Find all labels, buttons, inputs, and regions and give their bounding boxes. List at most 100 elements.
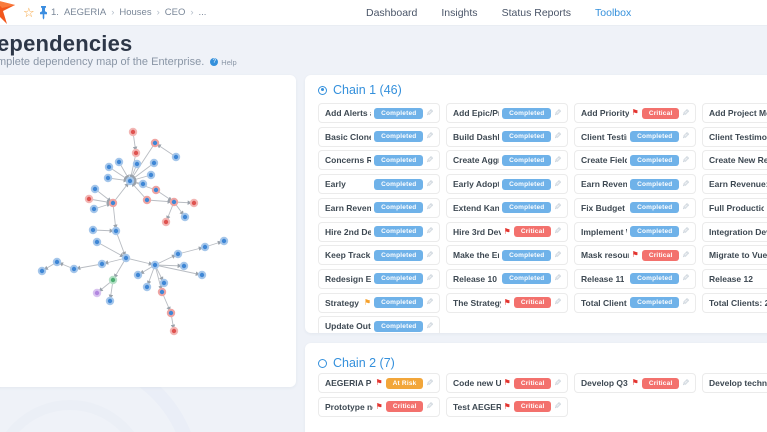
edit-pencil-icon[interactable]: ✎ xyxy=(426,297,434,308)
graph-node-green[interactable] xyxy=(108,275,118,285)
task-card[interactable]: Update Outco...Completed✎ xyxy=(318,316,440,333)
edit-pencil-icon[interactable]: ✎ xyxy=(426,377,434,388)
nav-dashboard[interactable]: Dashboard xyxy=(366,7,418,19)
graph-node-blue[interactable] xyxy=(97,259,107,269)
edit-pencil-icon[interactable]: ✎ xyxy=(682,297,690,308)
edit-pencil-icon[interactable]: ✎ xyxy=(426,202,434,213)
edit-pencil-icon[interactable]: ✎ xyxy=(554,273,562,284)
task-card[interactable]: Add Alerts and ...Completed✎ xyxy=(318,103,440,123)
task-card[interactable]: Concerns ReduxCompleted✎ xyxy=(318,150,440,171)
graph-node-blue[interactable] xyxy=(111,226,121,236)
task-card[interactable]: Basic Clone Fun...Completed✎ xyxy=(318,126,440,147)
edit-pencil-icon[interactable]: ✎ xyxy=(554,401,562,412)
task-card[interactable]: Total Clients: 2...Completed✎ xyxy=(574,292,696,313)
graph-node-blue[interactable] xyxy=(197,270,207,280)
task-card[interactable]: Create New Res... xyxy=(702,150,767,171)
graph-node-blue[interactable] xyxy=(121,253,131,263)
graph-node-blue[interactable] xyxy=(103,173,113,183)
edit-pencil-icon[interactable]: ✎ xyxy=(554,131,562,142)
task-card[interactable]: Create Aggrega...Completed✎ xyxy=(446,150,568,171)
graph-node-blue[interactable] xyxy=(133,270,143,280)
graph-node-blue[interactable] xyxy=(150,260,160,270)
help-link[interactable]: ? Help xyxy=(210,58,237,67)
graph-node-blue[interactable] xyxy=(180,212,190,222)
edit-pencil-icon[interactable]: ✎ xyxy=(554,202,562,213)
task-card[interactable]: Early Completed ✎ xyxy=(318,174,440,195)
task-card[interactable]: Test AEGERIA i...⚑Critical✎ xyxy=(446,396,568,417)
edit-pencil-icon[interactable]: ✎ xyxy=(554,249,562,260)
nav-insights[interactable]: Insights xyxy=(441,7,478,19)
task-card[interactable]: Add Priority to ...⚑Critical✎ xyxy=(574,103,696,123)
task-card[interactable]: Hire 3rd Devel...⚑Critical✎ xyxy=(446,221,568,242)
graph-node-blue[interactable] xyxy=(88,225,98,235)
task-card[interactable]: Earn Revenue: ...Completed✎ xyxy=(574,174,696,195)
graph-node-blue[interactable] xyxy=(69,264,79,274)
graph-node-red[interactable] xyxy=(169,326,179,336)
task-card[interactable]: Code new UI fo...⚑Critical✎ xyxy=(446,373,568,393)
graph-node-red[interactable] xyxy=(84,194,94,204)
edit-pencil-icon[interactable]: ✎ xyxy=(554,154,562,165)
edit-pencil-icon[interactable]: ✎ xyxy=(682,131,690,142)
graph-node-blue[interactable] xyxy=(179,261,189,271)
task-card[interactable]: Integration Dev... xyxy=(702,221,767,242)
edit-pencil-icon[interactable]: ✎ xyxy=(426,154,434,165)
app-logo-icon[interactable] xyxy=(0,0,19,26)
task-card[interactable]: Release 10 Completed ✎ xyxy=(446,268,568,289)
graph-node-red[interactable] xyxy=(128,127,138,137)
breadcrumb-item-ceo[interactable]: CEO xyxy=(164,7,186,18)
edit-pencil-icon[interactable]: ✎ xyxy=(426,320,434,331)
graph-node-critical[interactable] xyxy=(142,195,152,205)
chain-1-header[interactable]: Chain 1 (46) xyxy=(318,83,402,97)
edit-pencil-icon[interactable]: ✎ xyxy=(682,154,690,165)
pin-icon[interactable] xyxy=(38,5,49,20)
graph-node-blue[interactable] xyxy=(159,278,169,288)
graph-node-red[interactable] xyxy=(189,198,199,208)
task-card[interactable]: Total Clients: 2... xyxy=(702,292,767,313)
graph-node-blue[interactable] xyxy=(92,237,102,247)
edit-pencil-icon[interactable]: ✎ xyxy=(426,226,434,236)
task-card[interactable]: Fix Budget Wid...Completed✎ xyxy=(574,197,696,218)
edit-pencil-icon[interactable]: ✎ xyxy=(554,297,562,308)
breadcrumb-item-aegeria[interactable]: AEGERIA xyxy=(63,7,107,18)
edit-pencil-icon[interactable]: ✎ xyxy=(682,377,690,388)
task-card[interactable]: AEGERIA Platfo...⚑At Risk✎ xyxy=(318,373,440,393)
task-card[interactable]: Release 12 xyxy=(702,268,767,289)
edit-pencil-icon[interactable]: ✎ xyxy=(426,178,434,189)
task-card[interactable]: Hire 2nd Devel...Completed✎ xyxy=(318,221,440,242)
graph-node-red[interactable] xyxy=(161,217,171,227)
task-card[interactable]: Prototype new ...⚑Critical✎ xyxy=(318,396,440,417)
graph-node-blue[interactable] xyxy=(114,157,124,167)
chain-2-header[interactable]: Chain 2 (7) xyxy=(318,356,395,370)
graph-node-critical[interactable] xyxy=(108,198,118,208)
nav-status-reports[interactable]: Status Reports xyxy=(501,7,572,19)
task-card[interactable]: Earn Revenue: ... xyxy=(702,174,767,195)
edit-pencil-icon[interactable]: ✎ xyxy=(426,107,434,118)
task-card[interactable]: Early AdoptersCompleted✎ xyxy=(446,174,568,195)
edit-pencil-icon[interactable]: ✎ xyxy=(682,178,690,189)
edit-pencil-icon[interactable]: ✎ xyxy=(682,107,690,118)
graph-node-purple[interactable] xyxy=(92,288,102,298)
edit-pencil-icon[interactable]: ✎ xyxy=(682,273,690,284)
graph-node-blue[interactable] xyxy=(89,204,99,214)
graph-node-blue[interactable] xyxy=(146,170,156,180)
dependency-network-graph[interactable] xyxy=(0,75,296,387)
edit-pencil-icon[interactable]: ✎ xyxy=(554,107,562,118)
edit-pencil-icon[interactable]: ✎ xyxy=(682,202,690,213)
task-card[interactable]: Add Epic/Progr...Completed✎ xyxy=(446,103,568,123)
task-card[interactable]: The Strategy H...⚑Critical✎ xyxy=(446,292,568,313)
nav-toolbox[interactable]: Toolbox xyxy=(595,7,632,19)
breadcrumb-item-more[interactable]: ... xyxy=(198,7,207,18)
task-card[interactable]: Earn Revenue: ...Completed✎ xyxy=(318,197,440,218)
graph-node-critical[interactable] xyxy=(151,185,161,195)
edit-pencil-icon[interactable]: ✎ xyxy=(554,377,562,388)
graph-node-blue[interactable] xyxy=(52,257,62,267)
edit-pencil-icon[interactable]: ✎ xyxy=(426,273,434,284)
task-card[interactable]: Client Testimon...Completed✎ xyxy=(574,126,696,147)
task-card[interactable]: Keep Track of S...Completed✎ xyxy=(318,245,440,266)
task-card[interactable]: Make the Ent. v...Completed✎ xyxy=(446,245,568,266)
task-card[interactable]: Develop techni... xyxy=(702,373,767,393)
task-card[interactable]: Full Productio...⚑ xyxy=(702,197,767,218)
graph-node-critical[interactable] xyxy=(166,308,176,318)
graph-node-blue[interactable] xyxy=(90,184,100,194)
graph-node-critical[interactable] xyxy=(157,287,167,297)
